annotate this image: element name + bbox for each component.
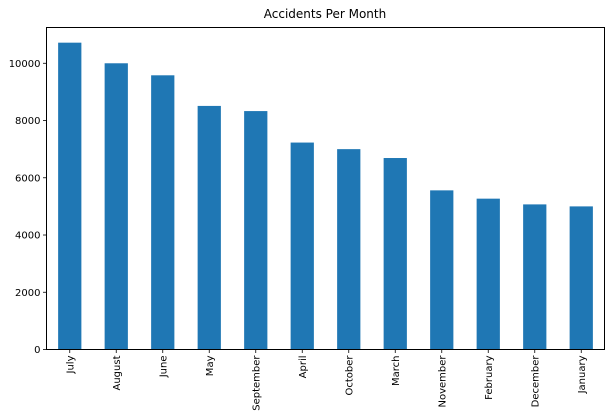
bar-october xyxy=(337,149,361,350)
plot-frame xyxy=(46,27,605,350)
bar-february xyxy=(476,198,500,350)
x-tick-label: August xyxy=(112,355,123,390)
x-tick-label: June xyxy=(158,356,169,379)
x-tick-label: May xyxy=(205,355,216,376)
bar-september xyxy=(244,111,268,350)
x-tick-label: February xyxy=(484,355,495,399)
x-axis: July August June May September April October Ma… xyxy=(65,349,588,411)
bar-july xyxy=(58,42,82,350)
y-tick-label: 2000 xyxy=(15,288,40,299)
y-tick-label: 10000 xyxy=(9,59,41,70)
x-tick-label: March xyxy=(391,356,402,386)
x-tick-label: September xyxy=(251,355,262,411)
y-axis: 0 2000 4000 6000 8000 10000 xyxy=(9,59,47,356)
x-tick-label: April xyxy=(298,356,309,379)
bar-april xyxy=(290,142,314,350)
y-tick-label: 8000 xyxy=(15,116,40,127)
bar-march xyxy=(383,158,407,350)
bar-may xyxy=(197,105,221,350)
bar-august xyxy=(104,63,128,350)
x-tick-label: January xyxy=(577,355,588,394)
x-tick-label: December xyxy=(530,355,541,408)
y-tick-label: 4000 xyxy=(15,231,40,242)
y-tick-label: 0 xyxy=(34,345,40,356)
chart-title: Accidents Per Month xyxy=(264,7,386,21)
bar-december xyxy=(523,204,547,350)
bars-group xyxy=(58,42,593,350)
bar-november xyxy=(430,190,454,350)
x-tick-label: July xyxy=(65,355,76,374)
bar-june xyxy=(151,75,175,350)
x-tick-label: November xyxy=(437,355,448,408)
y-tick-label: 6000 xyxy=(15,173,40,184)
x-tick-label: October xyxy=(344,355,355,396)
bar-january xyxy=(569,206,593,350)
